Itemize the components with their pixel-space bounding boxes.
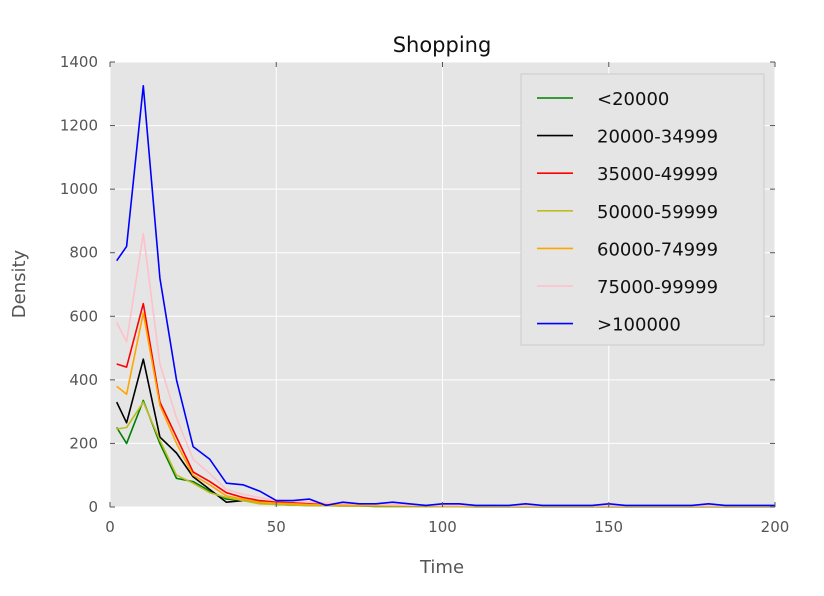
chart-title: Shopping (393, 33, 492, 57)
y-tick-label: 1400 (60, 53, 98, 71)
x-tick-label: 100 (428, 518, 457, 536)
y-axis-title: Density (9, 249, 30, 318)
legend-label-4: 60000-74999 (597, 239, 718, 260)
y-tick-label: 800 (69, 244, 98, 262)
y-tick-label: 400 (69, 371, 98, 389)
axis-ticks: 0 50 100 150 200 0 200 400 600 800 1000 1200 1400 (60, 53, 790, 536)
legend-label-5: 75000-99999 (597, 277, 718, 298)
y-tick-label: 1200 (60, 117, 98, 135)
y-tick-label: 200 (69, 434, 98, 452)
legend-label-2: 35000-49999 (597, 164, 718, 185)
legend-label-6: >100000 (597, 315, 681, 336)
x-axis-title: Time (419, 557, 464, 578)
y-tick-label: 600 (69, 307, 98, 325)
y-tick-label: 1000 (60, 180, 98, 198)
x-tick-label: 150 (594, 518, 623, 536)
y-tick-label: 0 (88, 498, 98, 516)
x-tick-label: 200 (761, 518, 790, 536)
legend-label-0: <20000 (597, 89, 669, 110)
legend-label-1: 20000-34999 (597, 127, 718, 148)
x-tick-label: 50 (267, 518, 286, 536)
x-tick-label: 0 (105, 518, 115, 536)
legend-label-3: 50000-59999 (597, 202, 718, 223)
legend: <20000 20000-34999 35000-49999 50000-59999 6… (520, 73, 765, 346)
legend-box (520, 73, 765, 346)
